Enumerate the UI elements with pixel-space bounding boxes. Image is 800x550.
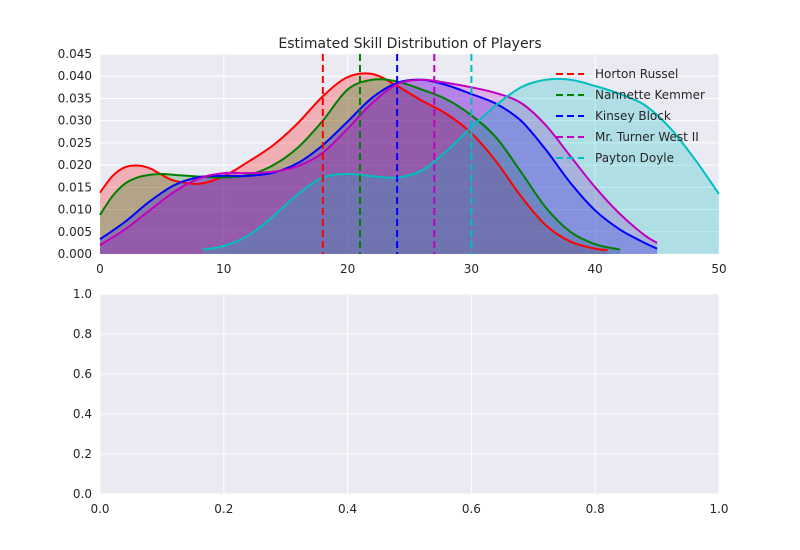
bottom-axes-background — [100, 294, 719, 494]
legend: Horton Russel Nannette Kemmer Kinsey Block… — [556, 67, 705, 165]
top-x-tick-label: 40 — [588, 262, 603, 276]
series-fill-kinsey-block — [100, 79, 658, 254]
top-axes-background — [100, 54, 719, 254]
bottom-y-tick-label: 0.4 — [73, 407, 92, 421]
legend-label-mr-turner-west-ii: Mr. Turner West II — [595, 130, 699, 144]
top-y-tick-label: 0.010 — [58, 203, 92, 217]
top-y-tick-label: 0.005 — [58, 225, 92, 239]
top-grid — [99, 53, 720, 255]
series-fill-mr-turner-west-ii — [100, 79, 658, 254]
series-line-kinsey-block — [99, 78, 658, 250]
top-y-tick-label: 0.040 — [58, 69, 92, 83]
bottom-x-tick-label: 1.0 — [709, 502, 728, 516]
legend-label-horton-russel: Horton Russel — [595, 67, 678, 81]
top-x-tick-label: 10 — [216, 262, 231, 276]
top-chart: 0 10 20 30 40 50 0.0000.0050.0100.0150.0200.0… — [58, 36, 727, 276]
top-y-tick-label: 0.030 — [58, 114, 92, 128]
bottom-y-tick-label: 1.0 — [73, 287, 92, 301]
legend-label-nannette-kemmer: Nannette Kemmer — [595, 88, 705, 102]
legend-label-kinsey-block: Kinsey Block — [595, 109, 671, 123]
bottom-x-tick-label: 0.8 — [586, 502, 605, 516]
legend-label-payton-doyle: Payton Doyle — [595, 151, 674, 165]
top-x-tick-label: 50 — [711, 262, 726, 276]
bottom-y-tick-labels: 0.0 0.2 0.4 0.6 0.8 1.0 — [73, 287, 92, 501]
top-y-tick-label: 0.045 — [58, 47, 92, 61]
top-y-tick-label: 0.020 — [58, 158, 92, 172]
top-x-tick-label: 30 — [464, 262, 479, 276]
series-fill-payton-doyle — [202, 78, 719, 255]
top-mean-lines — [321, 54, 473, 254]
series-line-payton-doyle — [202, 77, 720, 251]
top-x-tick-labels: 0 10 20 30 40 50 — [96, 262, 726, 276]
bottom-grid — [99, 293, 720, 495]
bottom-x-tick-label: 0.0 — [90, 502, 109, 516]
top-x-tick-label: 20 — [340, 262, 355, 276]
top-y-tick-label: 0.025 — [58, 136, 92, 150]
top-x-tick-label: 0 — [96, 262, 104, 276]
bottom-y-tick-label: 0.8 — [73, 327, 92, 341]
bottom-x-tick-labels: 0.0 0.2 0.4 0.6 0.8 1.0 — [90, 502, 728, 516]
bottom-x-tick-label: 0.6 — [462, 502, 481, 516]
bottom-y-tick-label: 0.6 — [73, 367, 92, 381]
series-line-horton-russel — [99, 72, 608, 251]
bottom-y-tick-label: 0.2 — [73, 447, 92, 461]
top-y-tick-labels: 0.000 0.005 0.010 0.015 0.020 0.025 0.030 0.035… — [58, 47, 92, 261]
bottom-x-tick-label: 0.2 — [214, 502, 233, 516]
series-fill-horton-russel — [100, 73, 608, 255]
top-y-tick-label: 0.000 — [58, 247, 92, 261]
top-y-tick-label: 0.015 — [58, 180, 92, 194]
chart-title: Estimated Skill Distribution of Players — [278, 36, 541, 52]
bottom-chart: 0.0 0.2 0.4 0.6 0.8 1.0 0.0 0.2 0.4 0.6 0.8 1.0 — [73, 287, 729, 516]
bottom-x-tick-label: 0.4 — [338, 502, 357, 516]
bottom-y-tick-label: 0.0 — [73, 487, 92, 501]
top-y-tick-label: 0.035 — [58, 91, 92, 105]
